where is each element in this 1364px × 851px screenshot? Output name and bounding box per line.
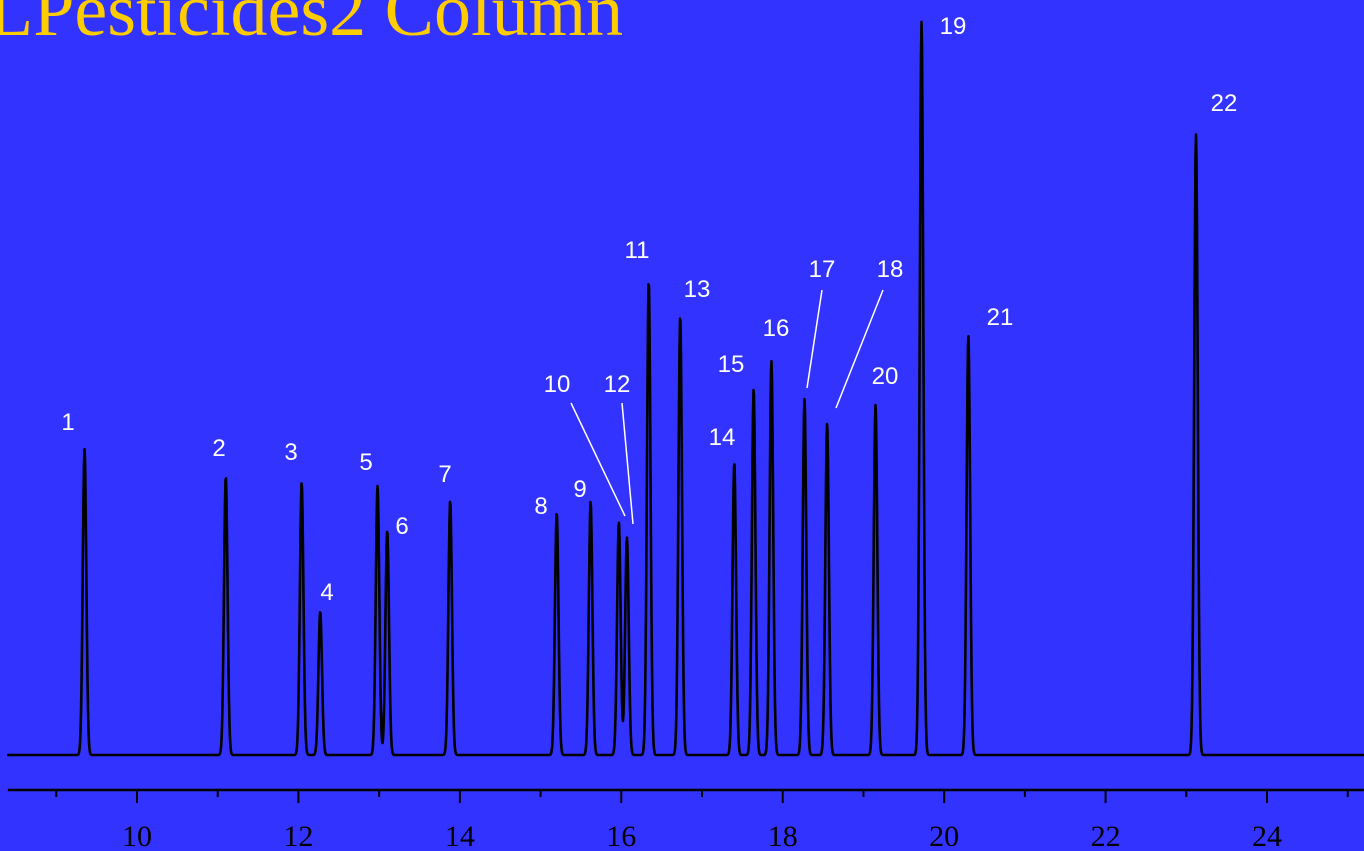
x-tick-label: 14 <box>445 820 475 851</box>
peak-label: 5 <box>359 449 372 476</box>
peak-label: 1 <box>61 409 74 436</box>
peak-leader-line <box>570 402 626 517</box>
chromatogram-trace <box>6 20 1364 757</box>
peak-leader-line <box>621 402 634 525</box>
chart-title: LPesticides2 Column <box>0 0 624 52</box>
peak-label: 15 <box>718 351 745 378</box>
peak-label: 18 <box>877 256 904 283</box>
x-tick-label: 18 <box>768 820 798 851</box>
peak-label: 2 <box>212 435 225 462</box>
peak-label: 17 <box>809 256 836 283</box>
x-tick-label: 10 <box>122 820 152 851</box>
peak-leader-line <box>806 289 823 389</box>
peak-label: 20 <box>872 363 899 390</box>
x-axis-ticks <box>55 790 1349 803</box>
x-axis-tick-labels: 10 12 14 16 18 20 22 24 <box>122 820 1282 851</box>
peak-label: 21 <box>987 304 1014 331</box>
x-tick-label: 22 <box>1091 820 1121 851</box>
x-tick-label: 16 <box>606 820 636 851</box>
peak-label: 8 <box>534 493 547 520</box>
peak-label: 10 <box>544 371 571 398</box>
x-tick-label: 24 <box>1252 820 1282 851</box>
peak-label: 13 <box>684 276 711 303</box>
peak-label: 22 <box>1211 90 1238 117</box>
peak-label: 6 <box>395 513 408 540</box>
x-tick-label: 20 <box>929 820 959 851</box>
peak-label: 9 <box>573 476 586 503</box>
peak-label: 11 <box>625 237 650 264</box>
x-tick-label: 12 <box>283 820 313 851</box>
peak-label: 7 <box>438 461 451 488</box>
peak-label: 16 <box>763 315 790 342</box>
peak-leader-line <box>835 289 884 409</box>
peak-label: 3 <box>284 439 297 466</box>
peak-label: 19 <box>940 13 967 40</box>
peak-label: 12 <box>604 371 631 398</box>
peak-label: 14 <box>709 424 736 451</box>
peak-label: 4 <box>320 579 333 606</box>
